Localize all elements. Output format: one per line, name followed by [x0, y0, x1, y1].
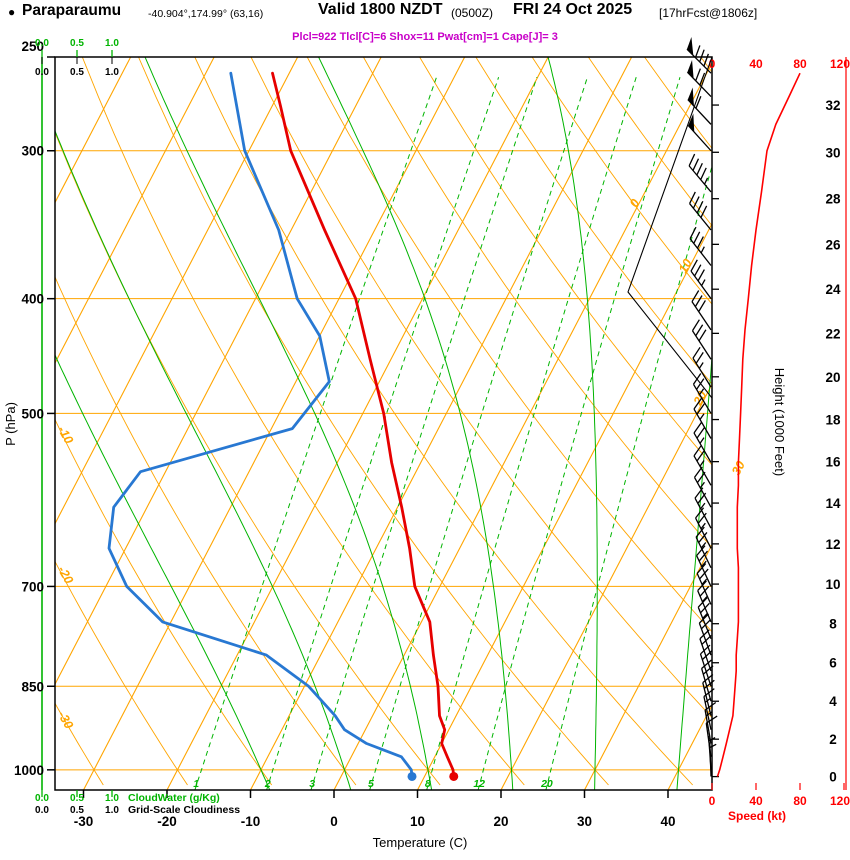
station-coords: -40.904°,174.99° (63,16): [148, 8, 264, 20]
svg-text:300: 300: [21, 144, 44, 159]
title-bar: ● Paraparaumu -40.904°,174.99° (63,16) V…: [0, 0, 850, 56]
svg-text:28: 28: [825, 192, 841, 207]
svg-text:0: 0: [709, 57, 716, 71]
svg-text:1: 1: [193, 778, 199, 790]
svg-text:20: 20: [493, 814, 508, 829]
svg-text:40: 40: [660, 814, 675, 829]
station-name: Paraparaumu: [22, 2, 122, 19]
svg-text:12: 12: [825, 537, 840, 552]
svg-text:700: 700: [21, 579, 44, 594]
svg-text:850: 850: [21, 679, 44, 694]
svg-text:5: 5: [368, 778, 374, 790]
svg-text:30: 30: [577, 814, 592, 829]
svg-text:Height (1000 Feet): Height (1000 Feet): [772, 368, 787, 476]
svg-text:4: 4: [829, 694, 837, 709]
svg-text:0: 0: [330, 814, 338, 829]
svg-text:120: 120: [830, 794, 850, 808]
svg-text:18: 18: [825, 413, 841, 428]
svg-text:0: 0: [709, 794, 716, 808]
svg-text:Temperature (C): Temperature (C): [373, 835, 468, 850]
svg-text:-30: -30: [55, 709, 76, 732]
svg-text:0: 0: [627, 197, 643, 210]
svg-text:-10: -10: [55, 424, 76, 447]
svg-text:10: 10: [410, 814, 425, 829]
svg-text:6: 6: [829, 656, 837, 671]
svg-text:P (hPa): P (hPa): [3, 402, 18, 446]
svg-text:8: 8: [829, 617, 837, 632]
svg-text:20: 20: [540, 778, 553, 790]
svg-text:Grid-Scale Cloudiness: Grid-Scale Cloudiness: [128, 804, 240, 816]
svg-text:26: 26: [825, 237, 841, 252]
svg-text:0.5: 0.5: [70, 38, 84, 49]
svg-text:40: 40: [749, 794, 763, 808]
valid-time: Valid 1800 NZDT: [318, 1, 443, 18]
svg-text:20: 20: [825, 370, 840, 385]
svg-text:0: 0: [829, 770, 837, 785]
svg-text:8: 8: [425, 778, 431, 790]
svg-text:30: 30: [825, 145, 840, 160]
svg-text:1.0: 1.0: [105, 38, 119, 49]
svg-text:24: 24: [825, 282, 841, 297]
svg-text:-30: -30: [74, 814, 94, 829]
svg-text:CloudWater (g/Kg): CloudWater (g/Kg): [128, 792, 220, 804]
svg-text:-20: -20: [157, 814, 177, 829]
svg-text:14: 14: [825, 496, 841, 511]
svg-text:16: 16: [825, 455, 841, 470]
valid-date: FRI 24 Oct 2025: [513, 1, 633, 18]
forecast-lead-tag: [17hrFcst@1806z]: [659, 6, 758, 20]
svg-text:Speed (kt): Speed (kt): [728, 809, 786, 823]
svg-text:0.0: 0.0: [35, 805, 49, 816]
valid-time-utc: (0500Z): [451, 6, 494, 20]
svg-text:0.5: 0.5: [70, 805, 84, 816]
svg-text:0.0: 0.0: [35, 38, 49, 49]
svg-text:3: 3: [309, 778, 315, 790]
svg-text:500: 500: [21, 406, 44, 421]
svg-text:0.0: 0.0: [35, 67, 49, 78]
stability-parameters: Plcl=922 Tlcl[C]=6 Shox=11 Pwat[cm]=1 Ca…: [292, 31, 558, 43]
svg-text:1000: 1000: [14, 763, 44, 778]
svg-text:22: 22: [825, 326, 840, 341]
svg-text:0.5: 0.5: [70, 67, 84, 78]
svg-text:2: 2: [264, 778, 271, 790]
svg-text:32: 32: [825, 98, 840, 113]
svg-text:400: 400: [21, 292, 44, 307]
svg-text:10: 10: [825, 577, 840, 592]
svg-text:12: 12: [473, 778, 485, 790]
svg-text:40: 40: [749, 57, 763, 71]
svg-text:-10: -10: [241, 814, 261, 829]
svg-text:1.0: 1.0: [105, 67, 119, 78]
station-bullet: ●: [8, 5, 16, 19]
svg-text:250: 250: [21, 39, 44, 54]
svg-text:1.0: 1.0: [105, 805, 119, 816]
svg-text:2: 2: [829, 732, 837, 747]
svg-text:0.5: 0.5: [70, 793, 84, 804]
svg-text:80: 80: [793, 794, 807, 808]
svg-text:80: 80: [793, 57, 807, 71]
svg-text:1.0: 1.0: [105, 793, 119, 804]
svg-text:120: 120: [830, 57, 850, 71]
svg-text:0.0: 0.0: [35, 793, 49, 804]
svg-text:10: 10: [676, 257, 695, 276]
